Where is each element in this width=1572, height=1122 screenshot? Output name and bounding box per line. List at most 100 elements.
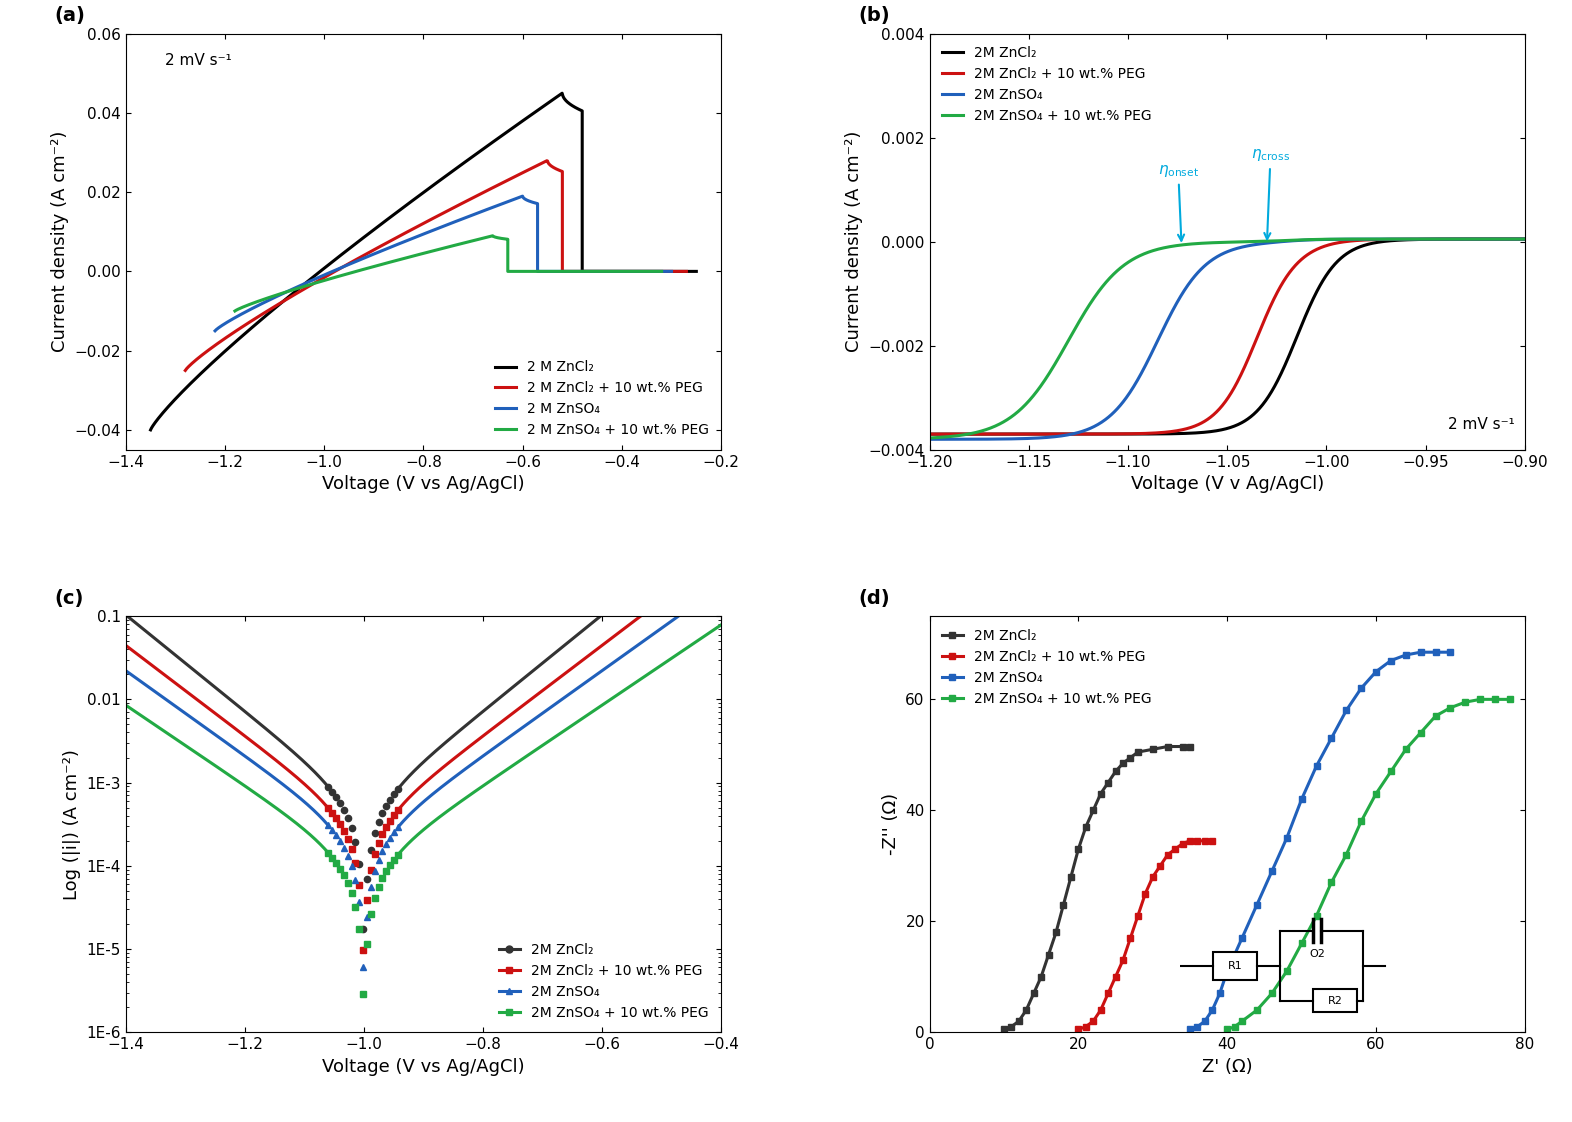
2M ZnCl₂	[995, 1023, 1014, 1037]
2M ZnSO₄	[1336, 703, 1355, 717]
X-axis label: Voltage (V vs Ag/AgCl): Voltage (V vs Ag/AgCl)	[322, 1058, 525, 1076]
2M ZnCl₂	[1173, 739, 1192, 753]
2M ZnCl₂	[1077, 820, 1096, 834]
2M ZnCl₂	[1129, 745, 1148, 758]
2M ZnSO₄	[1306, 760, 1325, 773]
2M ZnSO₄ + 10 wt.% PEG	[1248, 1003, 1267, 1017]
2M ZnCl₂ + 10 wt.% PEG	[1113, 954, 1132, 967]
2M ZnSO₄	[1210, 986, 1229, 1000]
2M ZnSO₄	[1292, 792, 1311, 806]
2M ZnSO₄	[1262, 865, 1281, 879]
2M ZnSO₄ + 10 wt.% PEG	[1426, 709, 1445, 723]
2M ZnCl₂ + 10 wt.% PEG	[1159, 848, 1177, 862]
2M ZnSO₄ + 10 wt.% PEG	[1336, 848, 1355, 862]
2M ZnCl₂	[1009, 1014, 1028, 1028]
2M ZnCl₂ + 10 wt.% PEG	[1077, 1020, 1096, 1033]
2M ZnCl₂	[1091, 787, 1110, 800]
2M ZnSO₄	[1278, 831, 1297, 845]
Line: 2M ZnCl₂ + 10 wt.% PEG: 2M ZnCl₂ + 10 wt.% PEG	[1075, 837, 1215, 1033]
2M ZnCl₂ + 10 wt.% PEG	[1137, 886, 1155, 900]
2M ZnSO₄ + 10 wt.% PEG	[1232, 1014, 1251, 1028]
2M ZnCl₂ + 10 wt.% PEG	[1083, 1014, 1102, 1028]
2M ZnCl₂ + 10 wt.% PEG	[1195, 834, 1214, 847]
2M ZnCl₂ + 10 wt.% PEG	[1151, 859, 1170, 873]
2M ZnCl₂ + 10 wt.% PEG	[1069, 1023, 1088, 1037]
2M ZnSO₄ + 10 wt.% PEG	[1278, 965, 1297, 978]
X-axis label: Voltage (V v Ag/AgCl): Voltage (V v Ag/AgCl)	[1130, 475, 1324, 494]
2M ZnCl₂	[1017, 1003, 1036, 1017]
2M ZnSO₄ + 10 wt.% PEG	[1412, 726, 1431, 739]
Text: (c): (c)	[55, 589, 83, 608]
2M ZnCl₂	[1039, 948, 1058, 962]
2M ZnSO₄	[1203, 1003, 1221, 1017]
2M ZnCl₂	[1143, 743, 1162, 756]
Text: (d): (d)	[858, 589, 890, 608]
2M ZnSO₄ + 10 wt.% PEG	[1292, 937, 1311, 950]
2M ZnSO₄	[1248, 898, 1267, 911]
Legend: 2M ZnCl₂, 2M ZnCl₂ + 10 wt.% PEG, 2M ZnSO₄, 2M ZnSO₄ + 10 wt.% PEG: 2M ZnCl₂, 2M ZnCl₂ + 10 wt.% PEG, 2M ZnS…	[937, 40, 1157, 129]
2M ZnSO₄ + 10 wt.% PEG	[1486, 692, 1504, 706]
2M ZnCl₂ + 10 wt.% PEG	[1165, 843, 1184, 856]
2M ZnCl₂ + 10 wt.% PEG	[1107, 971, 1126, 984]
2M ZnCl₂	[1159, 739, 1177, 753]
Y-axis label: Current density (A cm⁻²): Current density (A cm⁻²)	[844, 131, 863, 352]
2M ZnSO₄	[1322, 732, 1341, 745]
2M ZnSO₄ + 10 wt.% PEG	[1322, 875, 1341, 889]
2M ZnSO₄	[1195, 1014, 1214, 1028]
2M ZnSO₄ + 10 wt.% PEG	[1306, 909, 1325, 922]
Text: (b): (b)	[858, 7, 890, 26]
2M ZnSO₄ + 10 wt.% PEG	[1471, 692, 1490, 706]
Legend: 2M ZnCl₂, 2M ZnCl₂ + 10 wt.% PEG, 2M ZnSO₄, 2M ZnSO₄ + 10 wt.% PEG: 2M ZnCl₂, 2M ZnCl₂ + 10 wt.% PEG, 2M ZnS…	[937, 623, 1157, 711]
2M ZnCl₂	[1025, 986, 1044, 1000]
Line: 2M ZnSO₄: 2M ZnSO₄	[1187, 649, 1454, 1033]
2M ZnCl₂ + 10 wt.% PEG	[1121, 931, 1140, 945]
2M ZnSO₄	[1426, 645, 1445, 659]
2M ZnSO₄ + 10 wt.% PEG	[1352, 815, 1371, 828]
2M ZnSO₄ + 10 wt.% PEG	[1396, 743, 1415, 756]
Line: 2M ZnSO₄ + 10 wt.% PEG: 2M ZnSO₄ + 10 wt.% PEG	[1223, 696, 1514, 1033]
2M ZnCl₂	[1099, 776, 1118, 790]
2M ZnSO₄ + 10 wt.% PEG	[1501, 692, 1520, 706]
2M ZnCl₂	[1083, 803, 1102, 817]
2M ZnSO₄	[1188, 1020, 1207, 1033]
Y-axis label: Log (|i|) (A cm⁻²): Log (|i|) (A cm⁻²)	[63, 748, 80, 900]
2M ZnSO₄	[1352, 681, 1371, 695]
2M ZnSO₄	[1412, 645, 1431, 659]
Legend: 2M ZnCl₂, 2M ZnCl₂ + 10 wt.% PEG, 2M ZnSO₄, 2M ZnSO₄ + 10 wt.% PEG: 2M ZnCl₂, 2M ZnCl₂ + 10 wt.% PEG, 2M ZnS…	[494, 937, 714, 1026]
2M ZnSO₄	[1181, 1023, 1199, 1037]
Text: 2 mV s⁻¹: 2 mV s⁻¹	[1448, 417, 1515, 432]
2M ZnSO₄ + 10 wt.% PEG	[1456, 696, 1475, 709]
Legend: 2 M ZnCl₂, 2 M ZnCl₂ + 10 wt.% PEG, 2 M ZnSO₄, 2 M ZnSO₄ + 10 wt.% PEG: 2 M ZnCl₂, 2 M ZnCl₂ + 10 wt.% PEG, 2 M …	[489, 355, 714, 443]
2M ZnSO₄	[1442, 645, 1460, 659]
Y-axis label: Current density (A cm⁻²): Current density (A cm⁻²)	[50, 131, 69, 352]
2M ZnSO₄ + 10 wt.% PEG	[1442, 701, 1460, 715]
2M ZnCl₂	[1001, 1020, 1020, 1033]
2M ZnCl₂	[1069, 843, 1088, 856]
X-axis label: Z' (Ω): Z' (Ω)	[1203, 1058, 1253, 1076]
2M ZnSO₄	[1382, 654, 1401, 668]
2M ZnSO₄	[1396, 649, 1415, 662]
X-axis label: Voltage (V vs Ag/AgCl): Voltage (V vs Ag/AgCl)	[322, 475, 525, 494]
Text: 2 mV s⁻¹: 2 mV s⁻¹	[165, 54, 233, 68]
2M ZnSO₄	[1218, 965, 1237, 978]
2M ZnCl₂ + 10 wt.% PEG	[1173, 837, 1192, 850]
2M ZnCl₂	[1053, 898, 1072, 911]
2M ZnSO₄ + 10 wt.% PEG	[1225, 1020, 1243, 1033]
2M ZnCl₂ + 10 wt.% PEG	[1203, 834, 1221, 847]
2M ZnSO₄ + 10 wt.% PEG	[1218, 1023, 1237, 1037]
2M ZnCl₂ + 10 wt.% PEG	[1129, 909, 1148, 922]
2M ZnCl₂	[1061, 871, 1080, 884]
Text: (a): (a)	[55, 7, 85, 26]
2M ZnCl₂ + 10 wt.% PEG	[1181, 834, 1199, 847]
2M ZnCl₂	[1121, 751, 1140, 764]
2M ZnCl₂	[1031, 971, 1050, 984]
Text: $\eta_\mathrm{onset}$: $\eta_\mathrm{onset}$	[1157, 163, 1199, 241]
2M ZnSO₄ + 10 wt.% PEG	[1262, 986, 1281, 1000]
2M ZnCl₂ + 10 wt.% PEG	[1188, 834, 1207, 847]
2M ZnCl₂	[1107, 765, 1126, 779]
2M ZnSO₄	[1232, 931, 1251, 945]
2M ZnCl₂ + 10 wt.% PEG	[1099, 986, 1118, 1000]
2M ZnSO₄ + 10 wt.% PEG	[1366, 787, 1385, 800]
2M ZnSO₄	[1366, 665, 1385, 679]
2M ZnSO₄ + 10 wt.% PEG	[1382, 765, 1401, 779]
